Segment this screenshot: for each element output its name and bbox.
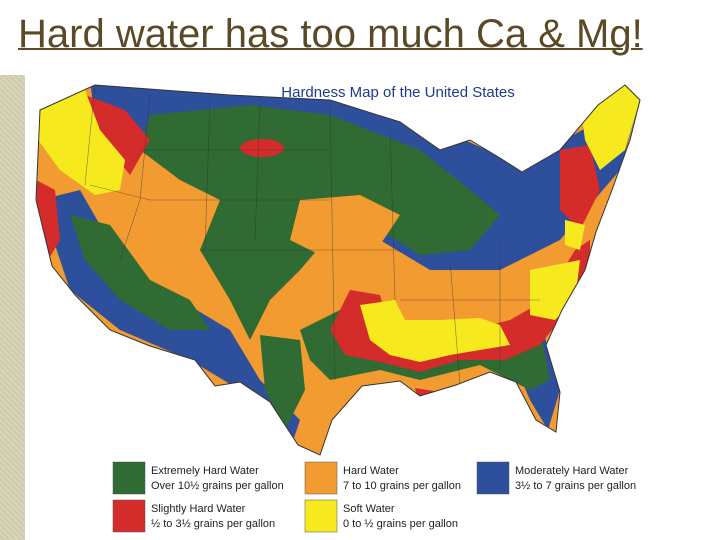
state-lines xyxy=(84,85,540,386)
legend-range: 0 to ½ grains per gallon xyxy=(343,518,458,530)
legend-item: Hard Water 7 to 10 grains per gallon xyxy=(304,461,461,495)
legend-swatch xyxy=(304,499,338,533)
region-soft xyxy=(565,220,585,250)
region-soft xyxy=(38,90,125,195)
region-hard xyxy=(290,195,400,255)
map-title: Hardness Map of the United States xyxy=(281,84,514,101)
legend-range: 3½ to 7 grains per gallon xyxy=(515,480,636,492)
region-slight xyxy=(85,95,150,175)
legend-item: Soft Water 0 to ½ grains per gallon xyxy=(304,499,458,533)
region-slight xyxy=(560,145,600,230)
legend-label: Hard Water xyxy=(343,465,399,477)
legend-label: Slightly Hard Water xyxy=(151,503,246,515)
legend-swatch xyxy=(112,499,146,533)
legend-label: Extremely Hard Water xyxy=(151,465,259,477)
region-soft xyxy=(360,300,510,362)
region-extreme xyxy=(70,215,210,330)
legend-item: Slightly Hard Water ½ to 3½ grains per ga… xyxy=(112,499,275,533)
legend-label: Soft Water xyxy=(343,503,395,515)
slide-title: Hard water has too much Ca & Mg! xyxy=(18,12,643,56)
legend-swatch xyxy=(112,461,146,495)
legend-range: ½ to 3½ grains per gallon xyxy=(151,518,275,530)
legend-label: Moderately Hard Water xyxy=(515,465,629,477)
legend-item: Extremely Hard Water Over 10½ grains per … xyxy=(112,461,284,495)
legend-item: Moderately Hard Water 3½ to 7 grains per … xyxy=(476,461,636,495)
legend-range: 7 to 10 grains per gallon xyxy=(343,480,461,492)
legend-swatch xyxy=(476,461,510,495)
side-strip xyxy=(0,75,25,540)
legend-swatch xyxy=(304,461,338,495)
legend: Extremely Hard Water Over 10½ grains per … xyxy=(112,461,636,533)
legend-range: Over 10½ grains per gallon xyxy=(151,480,284,492)
region-slight xyxy=(240,139,284,157)
region-extreme xyxy=(260,335,305,430)
